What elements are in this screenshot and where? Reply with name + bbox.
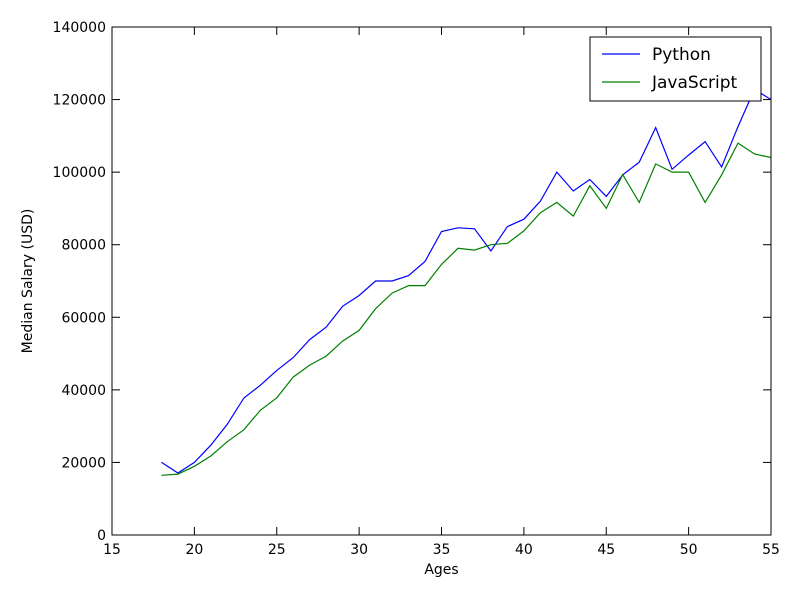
data-point-python (638, 161, 641, 164)
data-point-python (341, 305, 344, 308)
data-point-javascript (226, 440, 229, 443)
x-tick-label: 45 (597, 542, 615, 558)
ticks-layer: 15 20 25 30 35 40 45 50 55 0 20000 40000 60000 80000 1… (53, 20, 780, 558)
x-tick-label: 25 (268, 542, 286, 558)
x-tick-label: 30 (350, 542, 368, 558)
data-point-python (160, 461, 163, 464)
data-point-javascript (160, 474, 163, 477)
data-point-python (489, 250, 492, 253)
data-point-javascript (473, 249, 476, 252)
data-point-python (687, 154, 690, 157)
y-tick-label: 80000 (61, 238, 106, 254)
x-tick-label: 50 (680, 542, 698, 558)
data-point-python (209, 444, 212, 447)
data-point-python (391, 280, 394, 283)
data-point-javascript (605, 207, 608, 210)
y-tick-label: 120000 (53, 93, 106, 109)
data-point-python (242, 397, 245, 400)
data-point-python (374, 280, 377, 283)
data-point-python (506, 225, 509, 228)
x-tick-label: 20 (185, 542, 203, 558)
data-point-python (193, 461, 196, 464)
data-point-python (605, 195, 608, 198)
data-point-javascript (687, 171, 690, 174)
data-point-javascript (737, 142, 740, 145)
y-tick-label: 20000 (61, 455, 106, 471)
x-tick-label: 55 (762, 542, 780, 558)
x-axis-label: Ages (424, 562, 458, 578)
data-point-python (407, 274, 410, 277)
legend-box (589, 36, 762, 102)
series-line-python (161, 88, 772, 474)
data-point-python (522, 218, 525, 221)
data-point-javascript (292, 376, 295, 379)
data-point-python (275, 369, 278, 372)
data-point-javascript (391, 292, 394, 295)
data-point-javascript (704, 201, 707, 204)
data-point-python (226, 423, 229, 426)
legend-label-python: Python (652, 45, 711, 65)
data-point-python (720, 166, 723, 169)
y-tick-label: 0 (97, 528, 106, 544)
data-point-javascript (671, 171, 674, 174)
y-tick-label: 100000 (53, 165, 106, 181)
data-point-javascript (621, 173, 624, 176)
data-point-python (424, 260, 427, 263)
data-point-javascript (588, 184, 591, 187)
data-point-javascript (242, 428, 245, 431)
y-axis-label: Median Salary (USD) (20, 209, 36, 354)
data-point-javascript (753, 153, 756, 156)
data-point-javascript (193, 465, 196, 468)
data-point-javascript (539, 211, 542, 214)
data-point-javascript (407, 284, 410, 287)
data-point-python (737, 125, 740, 128)
data-point-python (704, 140, 707, 143)
data-point-python (440, 230, 443, 233)
data-point-javascript (259, 409, 262, 412)
data-point-javascript (506, 242, 509, 245)
x-tick-label: 15 (103, 542, 121, 558)
data-point-javascript (341, 340, 344, 343)
data-point-python (555, 171, 558, 174)
data-point-python (473, 227, 476, 230)
x-tick-label: 40 (515, 542, 533, 558)
data-point-javascript (720, 173, 723, 176)
data-point-javascript (572, 215, 575, 218)
y-tick-label: 60000 (61, 310, 106, 326)
data-point-python (539, 200, 542, 203)
data-point-javascript (358, 329, 361, 332)
data-point-javascript (638, 201, 641, 204)
data-point-python (358, 294, 361, 297)
y-tick-label: 140000 (53, 20, 106, 36)
legend-label-javascript: JavaScript (651, 73, 738, 93)
x-tick-label: 35 (433, 542, 451, 558)
data-point-javascript (176, 473, 179, 476)
data-point-python (654, 126, 657, 129)
data-point-javascript (209, 455, 212, 458)
data-point-python (325, 326, 328, 329)
data-point-javascript (325, 355, 328, 358)
y-tick-label: 40000 (61, 383, 106, 399)
data-point-python (588, 178, 591, 181)
data-point-javascript (308, 364, 311, 367)
data-point-javascript (522, 229, 525, 232)
data-point-javascript (440, 263, 443, 266)
data-point-javascript (374, 307, 377, 310)
data-point-python (572, 190, 575, 193)
data-point-python (308, 338, 311, 341)
data-point-javascript (555, 201, 558, 204)
data-point-python (457, 226, 460, 229)
data-point-javascript (424, 284, 427, 287)
data-point-javascript (275, 396, 278, 399)
data-point-javascript (457, 247, 460, 250)
series-line-javascript (161, 142, 772, 476)
series-layer (160, 88, 772, 477)
data-point-python (259, 384, 262, 387)
legend: Python JavaScript (589, 36, 762, 102)
data-point-python (671, 168, 674, 171)
data-point-javascript (489, 243, 492, 246)
data-point-javascript (654, 162, 657, 165)
data-point-python (292, 356, 295, 359)
